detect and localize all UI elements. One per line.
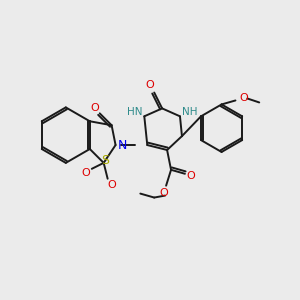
Text: HN: HN xyxy=(127,107,142,117)
Text: O: O xyxy=(107,180,116,190)
Text: O: O xyxy=(90,103,99,113)
Text: O: O xyxy=(187,171,195,181)
Text: S: S xyxy=(101,154,109,167)
Text: NH: NH xyxy=(182,107,198,117)
Text: N: N xyxy=(118,139,127,152)
Text: O: O xyxy=(160,188,169,198)
Text: O: O xyxy=(239,94,248,103)
Text: O: O xyxy=(146,80,154,90)
Text: O: O xyxy=(82,168,90,178)
